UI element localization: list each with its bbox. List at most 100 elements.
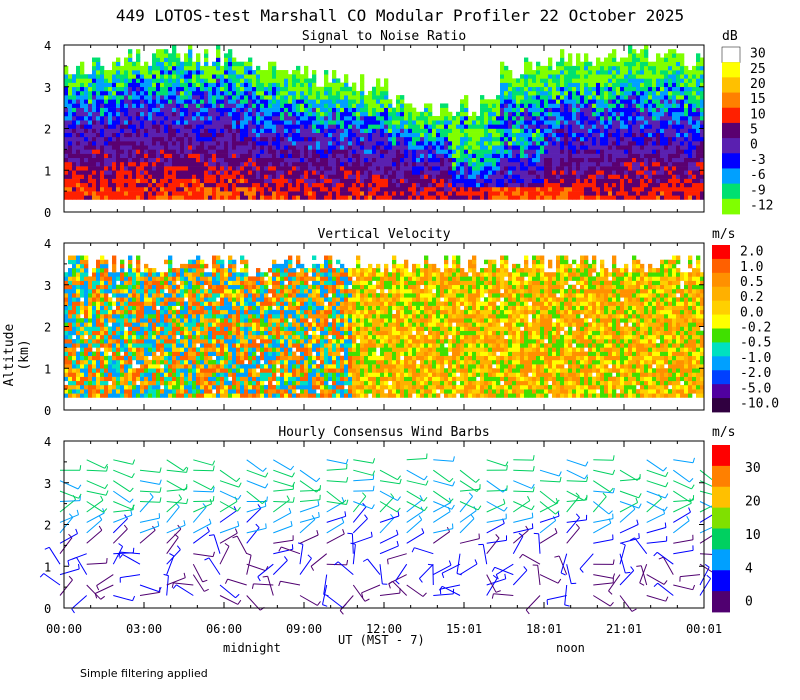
snr-cell xyxy=(172,65,177,71)
snr-cell xyxy=(576,90,581,96)
snr-cell xyxy=(580,107,585,113)
snr-cell xyxy=(436,115,441,121)
snr-cell xyxy=(96,166,101,171)
snr-cell xyxy=(584,65,589,71)
snr-cell xyxy=(520,195,525,200)
snr-cell xyxy=(532,195,537,200)
snr-cell xyxy=(348,191,353,196)
snr-cell xyxy=(72,149,77,154)
snr-cell xyxy=(560,95,565,100)
snr-cell xyxy=(612,99,617,104)
snr-cell xyxy=(636,86,641,92)
snr-cell xyxy=(684,141,689,146)
snr-cell xyxy=(280,70,285,75)
snr-cell xyxy=(420,186,425,192)
snr-cell xyxy=(592,161,597,167)
snr-cell xyxy=(120,115,125,121)
snr-cell xyxy=(660,182,665,188)
snr-cell xyxy=(284,111,289,117)
snr-cell xyxy=(116,86,121,92)
snr-cell xyxy=(292,74,297,79)
snr-cell xyxy=(360,182,365,188)
snr-cell xyxy=(392,157,397,163)
snr-cell xyxy=(624,57,629,62)
snr-cell xyxy=(112,99,117,104)
snr-cell xyxy=(112,107,117,113)
snr-cell xyxy=(240,136,245,142)
snr-cell xyxy=(640,74,645,79)
snr-cell xyxy=(516,182,521,188)
snr-cell xyxy=(136,95,141,100)
snr-cell xyxy=(212,90,217,96)
snr-cell xyxy=(284,107,289,113)
snr-cell xyxy=(108,78,113,83)
snr-cell xyxy=(580,82,585,88)
snr-cell xyxy=(540,182,545,188)
snr-cell xyxy=(540,157,545,163)
snr-cell xyxy=(92,78,97,83)
snr-cell xyxy=(632,161,637,167)
snr-cell xyxy=(572,157,577,163)
snr-cell xyxy=(680,191,685,196)
snr-cell xyxy=(376,128,381,133)
snr-cell xyxy=(348,111,353,117)
snr-cell xyxy=(240,195,245,200)
snr-cell xyxy=(696,161,701,167)
snr-cell xyxy=(552,136,557,142)
snr-cell xyxy=(304,90,309,96)
snr-cell xyxy=(164,86,169,92)
snr-cell xyxy=(660,174,665,179)
snr-cell xyxy=(96,145,101,150)
snr-cell xyxy=(568,157,573,163)
snr-cell xyxy=(252,145,257,150)
snr-cell xyxy=(524,61,529,67)
snr-cell xyxy=(108,128,113,133)
snr-cell xyxy=(488,191,493,196)
snr-cell xyxy=(120,128,125,133)
snr-cell xyxy=(252,170,257,175)
snr-cell xyxy=(220,78,225,83)
snr-cell xyxy=(172,82,177,88)
snr-cell xyxy=(360,99,365,104)
snr-cell xyxy=(556,149,561,154)
snr-cell xyxy=(192,149,197,154)
snr-cell xyxy=(164,132,169,138)
snr-cell xyxy=(244,107,249,113)
snr-cell xyxy=(516,145,521,150)
velocity-cell xyxy=(68,293,73,298)
snr-cell xyxy=(340,107,345,113)
snr-cell xyxy=(256,70,261,75)
snr-cell xyxy=(404,153,409,159)
snr-cell xyxy=(496,174,501,179)
snr-cell xyxy=(172,166,177,171)
snr-cell xyxy=(196,74,201,79)
snr-cell xyxy=(124,120,129,125)
snr-cell xyxy=(116,78,121,83)
snr-cell xyxy=(340,103,345,108)
snr-cell xyxy=(508,82,513,88)
snr-cell xyxy=(308,128,313,133)
snr-cell xyxy=(208,157,213,163)
snr-cell xyxy=(360,90,365,96)
snr-cell xyxy=(352,132,357,138)
snr-cell xyxy=(168,174,173,179)
snr-cell xyxy=(376,153,381,159)
snr-cell xyxy=(84,103,89,108)
snr-cell xyxy=(288,174,293,179)
snr-cell xyxy=(648,178,653,184)
snr-cell xyxy=(312,111,317,117)
snr-cell xyxy=(692,166,697,171)
snr-cell xyxy=(360,195,365,200)
snr-cell xyxy=(276,170,281,175)
snr-cell xyxy=(596,61,601,67)
snr-cell xyxy=(236,132,241,138)
snr-cell xyxy=(364,136,369,142)
snr-cell xyxy=(304,74,309,79)
snr-cell xyxy=(380,178,385,184)
snr-cell xyxy=(488,111,493,117)
snr-cell xyxy=(616,103,621,108)
snr-cell xyxy=(676,78,681,83)
snr-cell xyxy=(664,195,669,200)
snr-cell xyxy=(456,132,461,138)
snr-cell xyxy=(264,141,269,146)
